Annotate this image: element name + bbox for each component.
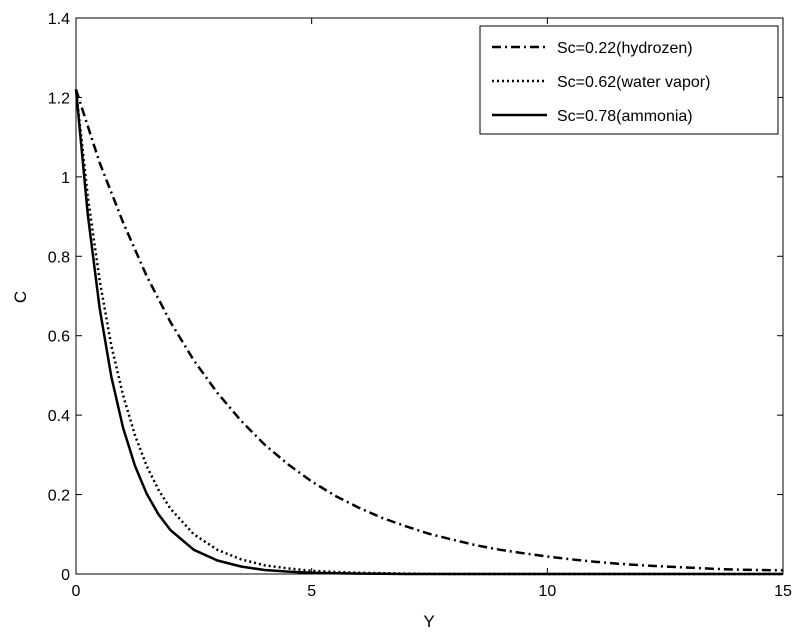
x-tick-label: 15	[774, 583, 792, 600]
y-tick-label: 0.6	[48, 329, 70, 346]
y-tick-label: 1	[61, 170, 70, 187]
x-tick-label: 10	[538, 583, 556, 600]
legend-label-ammonia: Sc=0.78(ammonia)	[557, 108, 693, 125]
x-axis-label: Y	[423, 612, 434, 631]
x-tick-label: 0	[72, 583, 81, 600]
y-tick-label: 0.2	[48, 488, 70, 505]
x-axis-ticks: 0 5 10 15	[72, 18, 792, 600]
legend: Sc=0.22(hydrozen) Sc=0.62(water vapor) S…	[479, 25, 779, 135]
legend-label-water-vapor: Sc=0.62(water vapor)	[557, 74, 710, 91]
y-tick-label: 1.4	[48, 11, 70, 28]
series-line-sc-0-22-hydrozen	[74, 89, 784, 572]
legend-label-hydrozen: Sc=0.22(hydrozen)	[557, 40, 693, 57]
y-tick-label: 1.2	[48, 90, 70, 107]
y-tick-label: 0.8	[48, 249, 70, 266]
y-tick-label: 0	[61, 567, 70, 584]
plot-frame	[75, 17, 784, 575]
y-tick-label: 0.4	[48, 408, 70, 425]
y-axis-label: C	[11, 291, 30, 303]
y-axis-ticks: 0 0.2 0.4 0.6 0.8 1 1.2 1.4	[48, 11, 783, 584]
x-tick-label: 5	[307, 583, 316, 600]
